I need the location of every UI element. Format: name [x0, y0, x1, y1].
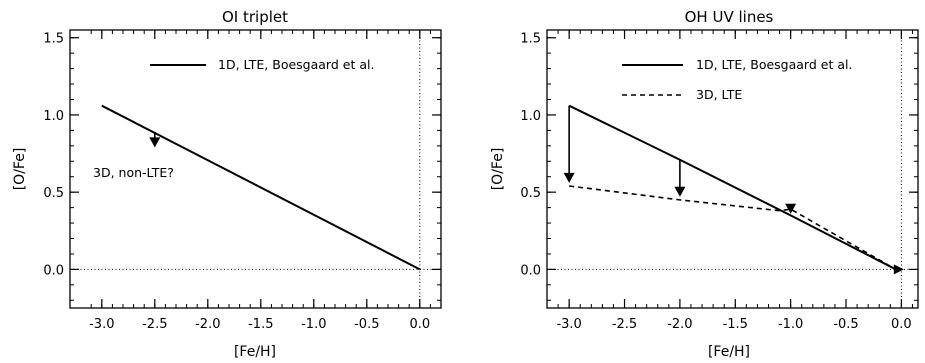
x-tick-label: 0.0: [891, 317, 912, 332]
reference-lines: [547, 30, 918, 308]
series-group: [568, 104, 897, 271]
x-tick-label: -1.5: [723, 317, 748, 332]
y-tick-label: 0.5: [43, 186, 64, 201]
y-tick-label: 0.5: [520, 186, 541, 201]
y-tick-label: 0.0: [43, 263, 64, 278]
legend-label: 1D, LTE, Boesgaard et al.: [696, 57, 852, 72]
x-axis-label: [Fe/H]: [708, 344, 750, 360]
legend: 1D, LTE, Boesgaard et al.: [150, 57, 374, 72]
y-tick-label: 1.5: [520, 32, 541, 47]
legend-label: 1D, LTE, Boesgaard et al.: [218, 57, 374, 72]
reference-lines: [70, 30, 441, 308]
arrow-head: [674, 186, 686, 197]
panel-oi-triplet: OI triplet -3.0 -2.5 -2.0 -1.5 -1.0 -0.5 0.0 0.…: [12, 8, 442, 360]
x-tick-label: -2.0: [667, 317, 692, 332]
x-tick-label: -0.5: [833, 317, 858, 332]
tick-group: -3.0 -2.5 -2.0 -1.5 -1.0 -0.5 0.0 0.0 0.5 1.0 1.5: [520, 30, 918, 332]
annotation-3d-non-lte: 3D, non-LTE?: [93, 165, 174, 180]
x-tick-label: -1.0: [301, 317, 326, 332]
y-tick-label: 0.0: [520, 263, 541, 278]
arrow-head: [785, 203, 797, 214]
arrow-head: [563, 172, 575, 183]
x-tick-label: 0.0: [409, 317, 430, 332]
x-tick-label: -1.0: [778, 317, 803, 332]
y-tick-label: 1.0: [520, 109, 541, 124]
x-tick-label: -3.0: [556, 317, 581, 332]
x-tick-label: -2.0: [195, 317, 220, 332]
y-tick-label: 1.5: [43, 32, 64, 47]
series-line-dashed: [569, 185, 897, 271]
x-tick-label: -2.5: [142, 317, 167, 332]
x-axis-label: [Fe/H]: [234, 344, 276, 360]
series-group: [101, 104, 421, 271]
legend: 1D, LTE, Boesgaard et al. 3D, LTE: [622, 57, 852, 102]
panel-oh-uv-lines: OH UV lines -3.0 -2.5 -2.0 -1.5 -1.0 -0.5 0.0 0…: [490, 8, 919, 360]
x-tick-label: -1.5: [248, 317, 273, 332]
series-line-solid: [568, 104, 897, 271]
legend-label: 3D, LTE: [696, 87, 742, 102]
arrow-head: [149, 137, 161, 148]
arrow-group: [563, 105, 904, 275]
arrow-group: [149, 131, 161, 148]
y-tick-label: 1.0: [43, 109, 64, 124]
plot-frame: [69, 29, 442, 309]
arrow-head-right: [893, 264, 904, 275]
tick-group: -3.0 -2.5 -2.0 -1.5 -1.0 -0.5 0.0 0.0 0.5 1.0 1.5: [43, 30, 442, 332]
plot-frame: [546, 29, 919, 309]
series-line-solid: [101, 104, 421, 271]
panel-title: OI triplet: [222, 8, 288, 26]
x-tick-label: -3.0: [89, 317, 114, 332]
panel-title: OH UV lines: [685, 8, 774, 26]
x-tick-label: -2.5: [612, 317, 637, 332]
x-tick-label: -0.5: [354, 317, 379, 332]
y-axis-label: [O/Fe]: [490, 148, 506, 191]
y-axis-label: [O/Fe]: [12, 148, 28, 191]
